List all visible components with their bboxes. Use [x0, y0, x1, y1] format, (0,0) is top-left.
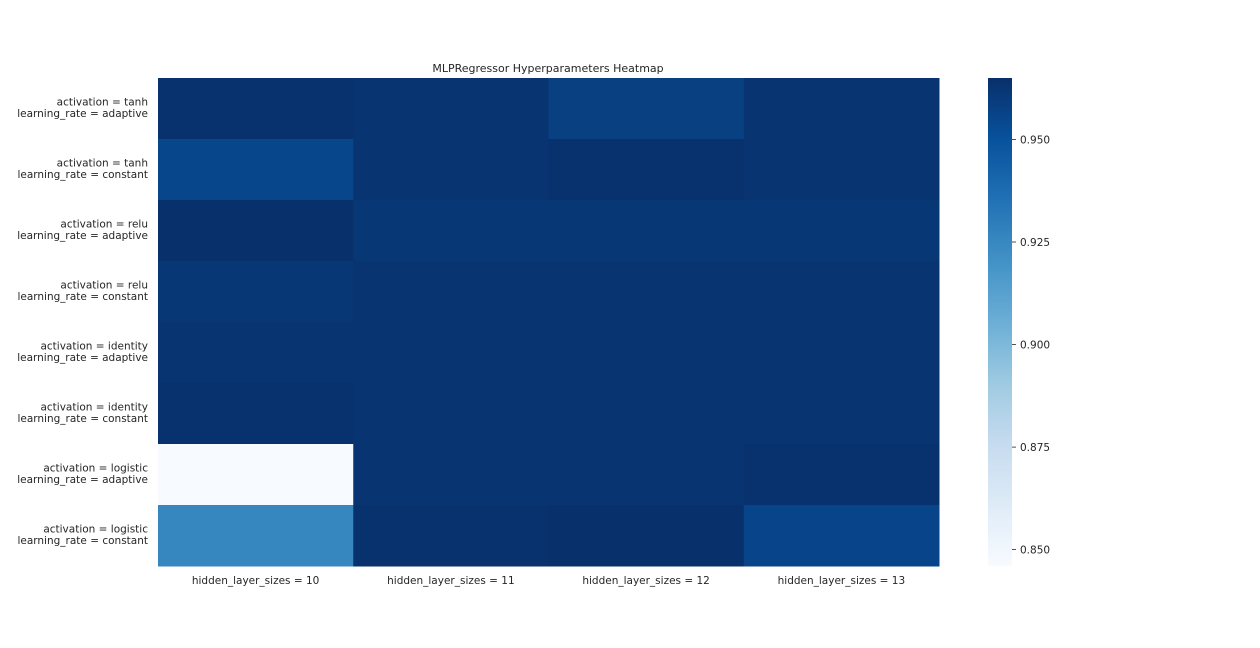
y-tick-label: activation = logistic: [43, 524, 148, 536]
heatmap-cell: [158, 200, 354, 262]
y-tick-label: learning_rate = adaptive: [17, 474, 148, 486]
colorbar-tick-label: 0.925: [1020, 237, 1050, 249]
heatmap-cell: [743, 78, 940, 140]
y-tick-label: learning_rate = adaptive: [17, 108, 148, 120]
y-tick-label: learning_rate = constant: [17, 291, 148, 303]
y-tick-label: learning_rate = adaptive: [17, 230, 148, 242]
x-tick-label: hidden_layer_sizes = 11: [387, 575, 515, 587]
heatmap-cell: [548, 139, 745, 201]
heatmap-cell: [158, 78, 354, 140]
heatmap-cell: [353, 139, 549, 201]
heatmap-cell: [548, 505, 745, 567]
x-axis-labels: hidden_layer_sizes = 10 hidden_layer_size…: [192, 575, 905, 587]
heatmap-cell: [353, 322, 549, 384]
heatmap-cell: [743, 200, 940, 262]
colorbar: [988, 78, 1012, 566]
heatmap-cell: [353, 444, 549, 506]
y-tick-label: activation = tanh: [57, 97, 148, 109]
colorbar-tick-label: 0.875: [1020, 442, 1050, 454]
heatmap-cell: [158, 261, 354, 323]
heatmap-cell: [158, 444, 354, 506]
y-tick-label: activation = identity: [40, 341, 148, 353]
y-tick-label: activation = relu: [60, 280, 148, 292]
y-tick-label: activation = relu: [60, 219, 148, 231]
chart-title: MLPRegressor Hyperparameters Heatmap: [432, 62, 663, 75]
heatmap-cell: [548, 383, 745, 445]
heatmap-cell: [548, 78, 745, 140]
heatmap-cell: [743, 322, 940, 384]
heatmap-cell: [353, 383, 549, 445]
heatmap-cell: [743, 444, 940, 506]
heatmap-cell: [743, 383, 940, 445]
heatmap-cell: [158, 505, 354, 567]
heatmap-cell: [158, 322, 354, 384]
heatmap-cell: [353, 78, 549, 140]
y-tick-label: learning_rate = constant: [17, 535, 148, 547]
y-tick-label: activation = identity: [40, 402, 148, 414]
y-tick-label: learning_rate = constant: [17, 169, 148, 181]
heatmap-cell: [158, 139, 354, 201]
heatmap-cell: [743, 261, 940, 323]
x-tick-label: hidden_layer_sizes = 13: [778, 575, 906, 587]
y-tick-label: learning_rate = constant: [17, 413, 148, 425]
heatmap-cell: [548, 261, 745, 323]
x-tick-label: hidden_layer_sizes = 12: [582, 575, 710, 587]
heatmap-cell: [353, 505, 549, 567]
heatmap-cell: [548, 200, 745, 262]
heatmap-cell: [353, 261, 549, 323]
heatmap-cell: [743, 139, 940, 201]
y-tick-label: learning_rate = adaptive: [17, 352, 148, 364]
heatmap-cell: [353, 200, 549, 262]
heatmap-cell: [548, 322, 745, 384]
heatmap-cell: [158, 383, 354, 445]
heatmap-cell: [548, 444, 745, 506]
heatmap-cell: [743, 505, 940, 567]
colorbar-tick-label: 0.950: [1020, 135, 1050, 147]
colorbar-ticks: 0.850 0.875 0.900 0.925 0.950: [1012, 135, 1050, 557]
colorbar-tick-label: 0.850: [1020, 545, 1050, 557]
x-tick-label: hidden_layer_sizes = 10: [192, 575, 320, 587]
y-tick-label: activation = tanh: [57, 158, 148, 170]
heatmap-cells: [158, 78, 940, 567]
y-tick-label: activation = logistic: [43, 463, 148, 475]
colorbar-tick-label: 0.900: [1020, 340, 1050, 352]
